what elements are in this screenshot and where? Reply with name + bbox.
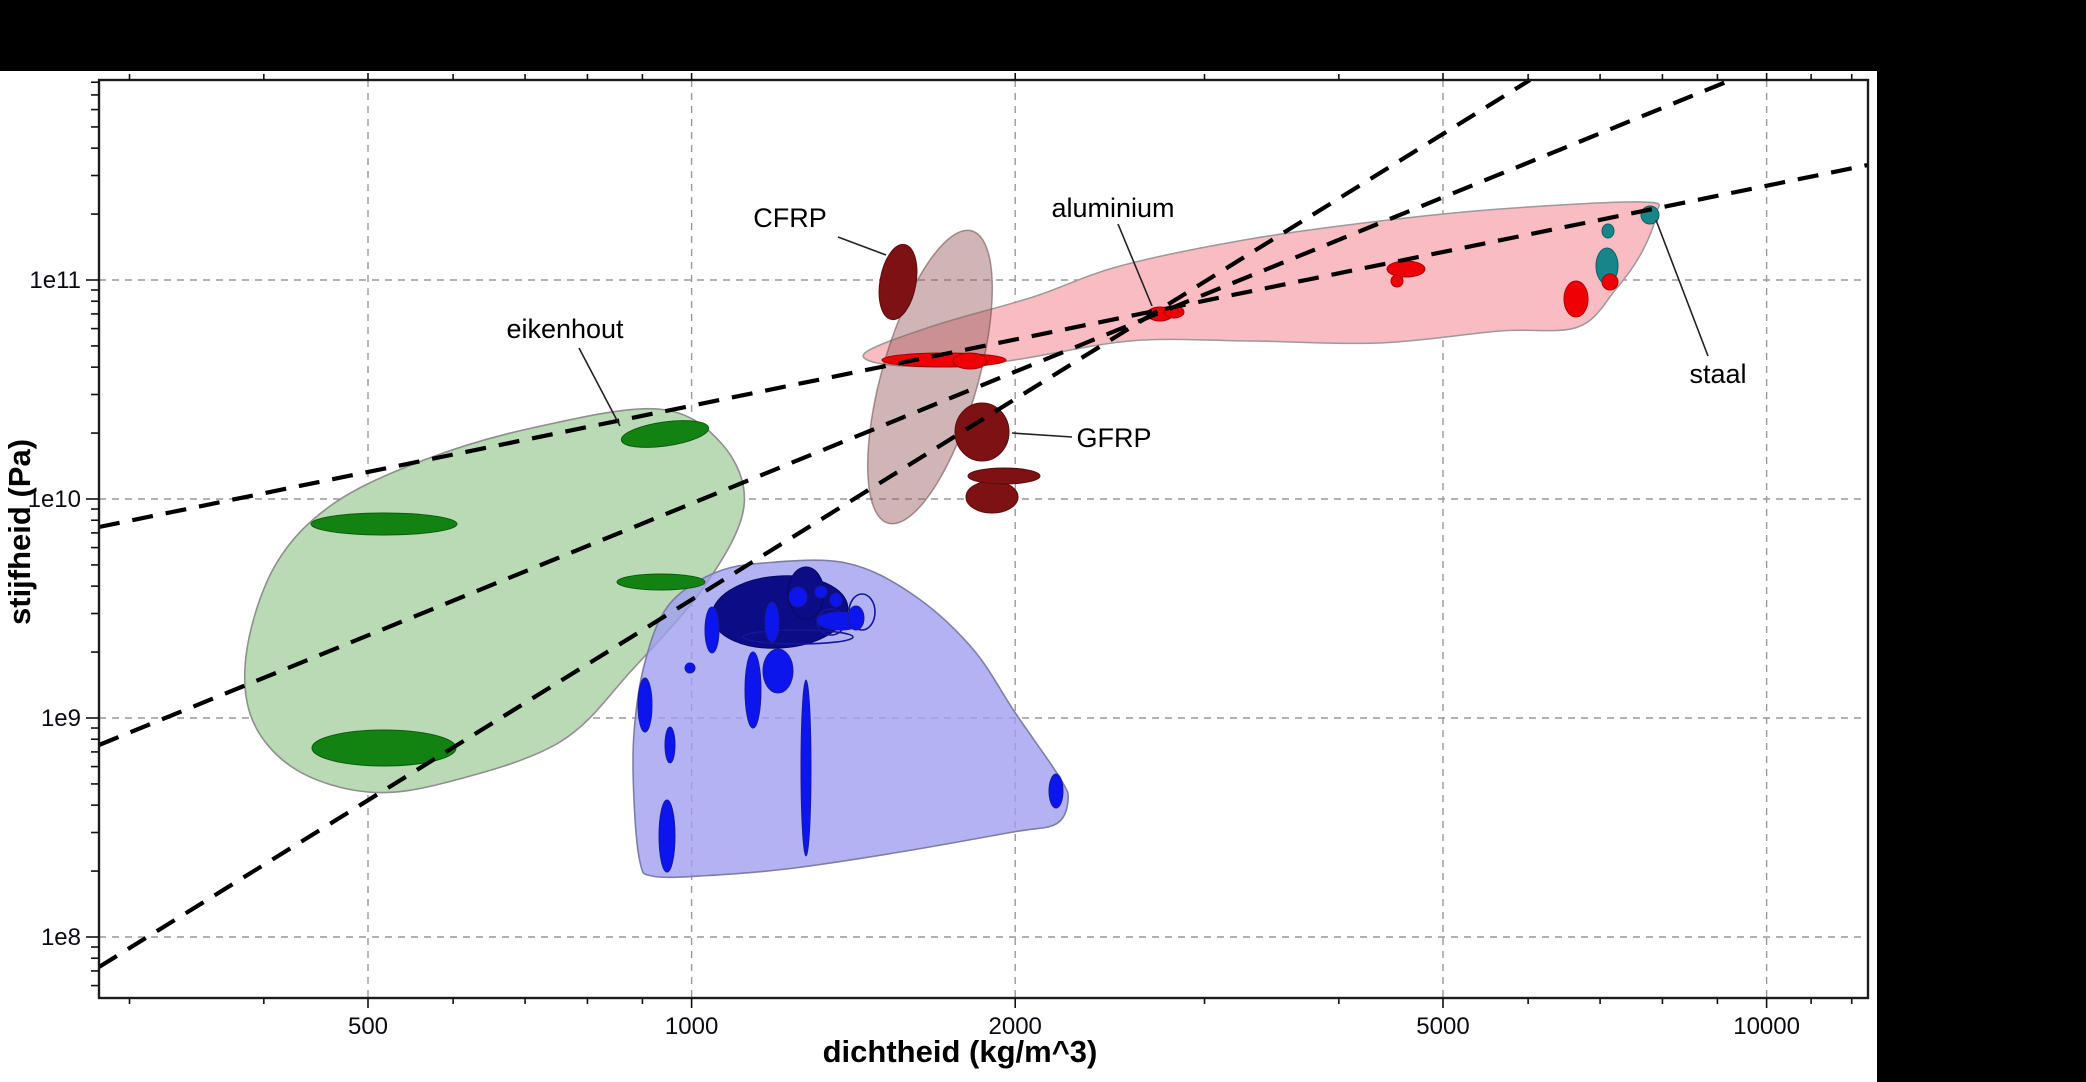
guide-line: [98, 162, 1869, 530]
data-ellipse: [1563, 280, 1589, 318]
data-ellipse: [965, 480, 1019, 514]
wood-region: [243, 407, 746, 794]
guide-line: [97, 78, 1532, 969]
label-aluminium: aluminium: [1051, 193, 1174, 223]
data-ellipse: [814, 585, 828, 599]
label-cfrp-leader: [837, 236, 887, 256]
guide-line: [98, 78, 1732, 747]
wood-ellipses: [310, 420, 710, 767]
label-aluminium-leader: [1117, 223, 1153, 307]
data-ellipse: [764, 601, 780, 643]
data-ellipse: [637, 677, 653, 733]
data-ellipse: [800, 679, 812, 857]
label-eikenhout: eikenhout: [506, 314, 624, 344]
y-tick-label: 1e11: [29, 267, 81, 294]
label-gfrp-leader: [1011, 432, 1073, 438]
data-ellipse: [1386, 260, 1426, 278]
x-tick-label: 10000: [1733, 1013, 1800, 1040]
label-staal: staal: [1689, 359, 1746, 389]
data-ellipse: [616, 573, 706, 591]
x-tick-label: 500: [348, 1013, 388, 1040]
data-ellipse: [310, 512, 458, 536]
label-cfrp: CFRP: [753, 203, 827, 233]
maroon-ellipses: [878, 243, 1041, 514]
x-axis-title: dichtheid (kg/m^3): [823, 1034, 1098, 1069]
data-ellipse: [954, 402, 1010, 462]
data-ellipse: [664, 726, 676, 764]
data-ellipse: [684, 662, 696, 674]
label-eikenhout-leader: [578, 347, 621, 427]
data-ellipse: [952, 352, 988, 370]
data-ellipse: [1048, 773, 1064, 809]
data-ellipse: [1601, 223, 1615, 239]
x-tick-label: 5000: [1416, 1013, 1469, 1040]
data-ellipse: [658, 799, 676, 873]
y-tick-label: 1e9: [41, 705, 81, 732]
data-ellipse: [762, 648, 794, 694]
y-axis-title: stijfheid (Pa): [2, 439, 37, 625]
data-ellipse: [1390, 274, 1404, 288]
tick-labels: 500 1000 2000 5000 10000 1e8 1e9 1e10 1e11: [28, 267, 1800, 1040]
label-gfrp: GFRP: [1076, 423, 1151, 453]
data-ellipse: [788, 586, 808, 608]
x-tick-label: 2000: [989, 1013, 1042, 1040]
data-ellipse: [744, 651, 762, 729]
data-ellipse: [847, 605, 865, 631]
data-ellipse: [829, 592, 843, 608]
data-ellipse: [878, 243, 918, 321]
design-guidelines: [97, 78, 1869, 969]
data-ellipse: [967, 467, 1041, 485]
composite-region: [866, 229, 994, 525]
material-annotations: CFRP aluminium eikenhout GFRP staal: [506, 193, 1746, 453]
data-ellipse: [620, 420, 710, 448]
x-tick-label: 1000: [665, 1013, 718, 1040]
y-tick-label: 1e8: [41, 924, 81, 951]
data-ellipse: [1601, 273, 1619, 291]
data-ellipse: [704, 606, 720, 654]
plot-border: [97, 78, 1870, 1000]
metal-region: [862, 201, 1661, 368]
axis-ticks: [86, 73, 1853, 1008]
y-tick-label: 1e10: [28, 486, 81, 513]
label-staal-leader: [1655, 219, 1709, 357]
blue-ellipses: [637, 585, 1064, 873]
data-ellipse: [742, 629, 854, 645]
